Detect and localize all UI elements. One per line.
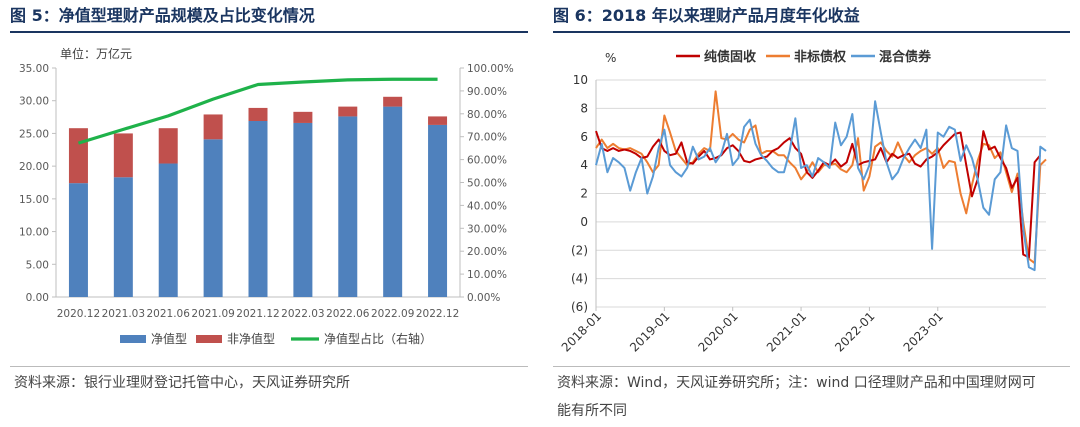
right-tick-label: 40.00% <box>467 200 507 212</box>
y-tick-label: 10 <box>573 73 588 87</box>
bar-net-value <box>338 116 358 297</box>
right-tick-label: 0.00% <box>467 292 500 304</box>
right-tick-label: 30.00% <box>467 223 507 235</box>
bar-net-value <box>203 139 223 297</box>
right-source-line1: 资料来源：Wind，天风证券研究所；注：wind 口径理财产品和中国理财网可 <box>557 375 1036 391</box>
right-source-rule <box>553 366 1070 367</box>
right-tick-label: 90.00% <box>467 86 507 98</box>
bar-non-net-value <box>383 96 403 107</box>
left-tick-label: 5.00 <box>26 259 49 271</box>
left-tick-label: 30.00 <box>19 96 49 108</box>
y-tick-label: 6 <box>580 130 588 144</box>
right-panel-title: 图 6：2018 年以来理财产品月度年化收益 <box>553 6 860 25</box>
left-chart: 单位：万亿元 0.00 5.00 10.00 15.00 20.00 25.00 30.00 3… <box>19 46 514 346</box>
legend-swatch-net-value <box>120 335 146 343</box>
right-tick-label: 70.00% <box>467 132 507 144</box>
bar-net-value <box>428 124 448 298</box>
y-tick-label: 4 <box>580 158 588 172</box>
x-tick-label: 2022.03 <box>281 308 324 320</box>
right-tick-label: 50.00% <box>467 178 507 190</box>
legend-label: 混合债券 <box>879 49 932 65</box>
bar-non-net-value <box>113 133 133 178</box>
bar-non-net-value <box>68 128 88 184</box>
bar-net-value <box>248 120 268 297</box>
legend-label-net-value: 净值型 <box>151 331 187 346</box>
left-source: 资料来源：银行业理财登记托管中心，天风证券研究所 <box>14 375 350 391</box>
right-source-line2: 能有所不同 <box>557 403 627 419</box>
x-tick-label: 2022.06 <box>326 308 370 320</box>
bar-net-value <box>383 106 403 297</box>
series-line <box>595 100 1047 272</box>
x-tick-label: 2021.03 <box>102 308 145 320</box>
legend-label-non-net-value: 非净值型 <box>227 331 275 346</box>
right-tick-label: 100.00% <box>467 63 514 75</box>
bar-non-net-value <box>203 114 223 140</box>
bar-net-value <box>113 177 133 297</box>
left-panel-title: 图 5：净值型理财产品规模及占比变化情况 <box>10 6 315 25</box>
left-tick-label: 10.00 <box>19 227 49 239</box>
bar-net-value <box>68 183 88 297</box>
unit-label: 单位：万亿元 <box>60 46 132 61</box>
legend-swatch-non-net-value <box>196 335 222 343</box>
legend-label-net-share: 净值型占比（右轴） <box>324 331 432 346</box>
y-tick-label: (4) <box>571 272 588 286</box>
x-tick-label: 2018-01 <box>559 309 604 354</box>
series-line <box>595 130 1042 259</box>
x-tick-label: 2021.12 <box>236 308 279 320</box>
left-tick-label: 0.00 <box>26 292 49 304</box>
x-tick-label: 2021.06 <box>147 308 191 320</box>
y-tick-label: 2 <box>580 187 588 201</box>
bar-non-net-value <box>428 116 448 125</box>
x-tick-label: 2020-01 <box>695 309 740 354</box>
left-source-rule <box>10 366 528 367</box>
right-tick-label: 80.00% <box>467 109 507 121</box>
legend-label: 非标债权 <box>794 49 847 65</box>
bar-non-net-value <box>293 111 313 123</box>
bar-non-net-value <box>338 106 358 117</box>
right-tick-label: 10.00% <box>467 269 507 281</box>
left-tick-label: 20.00 <box>19 161 49 173</box>
y-tick-label: 0 <box>580 215 588 229</box>
left-tick-label: 35.00 <box>19 63 49 75</box>
bar-non-net-value <box>158 128 178 164</box>
y-tick-label: 8 <box>580 101 588 115</box>
x-tick-label: 2022.09 <box>371 308 414 320</box>
bar-net-value <box>158 163 178 297</box>
right-chart: % (6) (4) (2) 0 2 4 6 8 10 2018-01 2019-01 2020-01 20… <box>559 49 1047 355</box>
x-tick-label: 2022-01 <box>832 309 877 354</box>
x-tick-label: 2021.09 <box>191 308 234 320</box>
right-tick-label: 60.00% <box>467 155 507 167</box>
legend-label: 纯债固收 <box>704 49 757 65</box>
bar-net-value <box>293 122 313 298</box>
x-tick-label: 2022.12 <box>416 308 459 320</box>
left-tick-label: 15.00 <box>19 194 49 206</box>
right-title-rule <box>553 31 1070 33</box>
x-tick-label: 2020.12 <box>57 308 100 320</box>
line-net-share <box>77 77 438 145</box>
right-tick-label: 20.00% <box>467 246 507 258</box>
y-tick-label: (2) <box>571 243 588 257</box>
x-tick-label: 2019-01 <box>627 309 672 354</box>
left-title-rule <box>10 31 528 33</box>
x-tick-label: 2021-01 <box>764 309 809 354</box>
left-tick-label: 25.00 <box>19 128 49 140</box>
y-unit-label: % <box>605 51 616 65</box>
x-tick-label: 2023-01 <box>901 309 946 354</box>
bar-non-net-value <box>248 107 268 121</box>
y-tick-label: (6) <box>571 300 588 314</box>
